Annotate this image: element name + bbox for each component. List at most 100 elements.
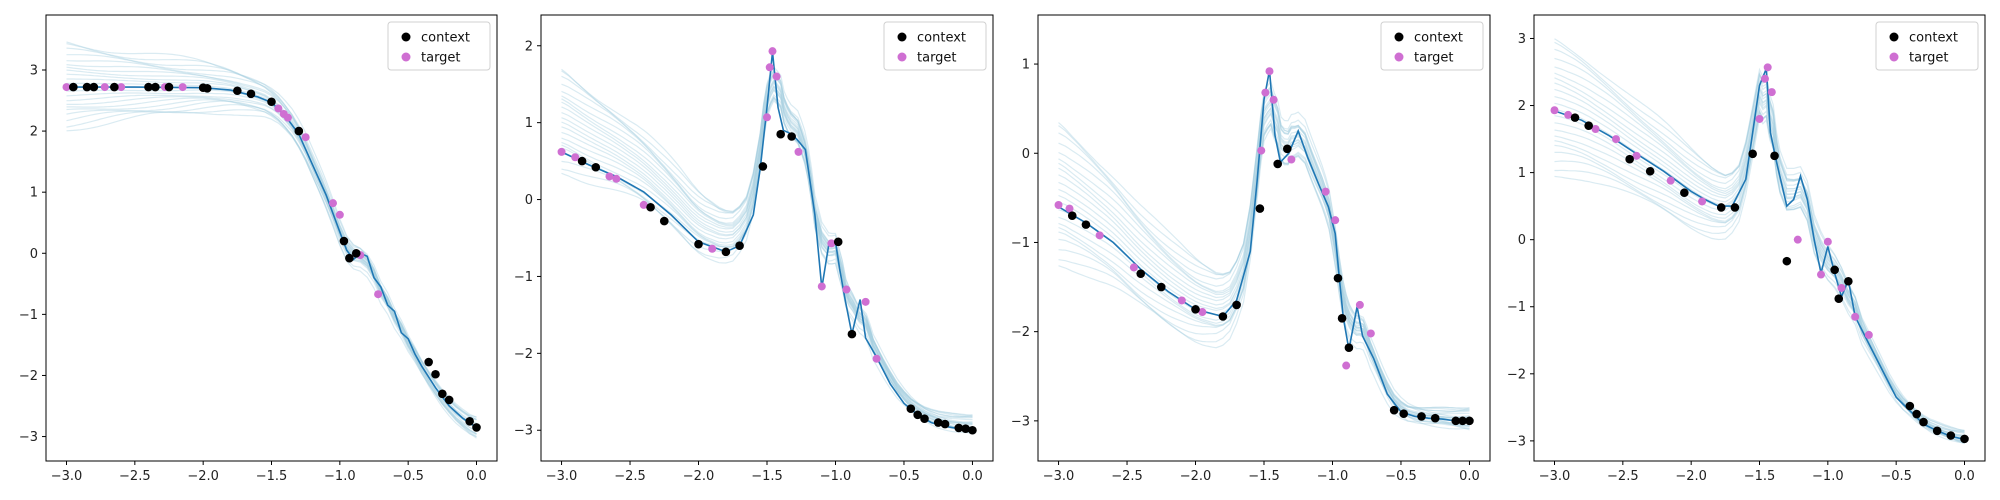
target-point	[1550, 106, 1559, 115]
sample-curve	[1058, 123, 1470, 425]
legend-context-marker	[1394, 32, 1404, 42]
mean-line	[561, 51, 973, 431]
legend-context-label: context	[1414, 31, 1463, 46]
context-point	[646, 202, 655, 212]
sample-curve	[561, 85, 973, 418]
target-point	[1177, 296, 1186, 305]
sample-curve	[561, 69, 973, 429]
target-point	[1837, 283, 1846, 292]
target-point	[557, 147, 566, 156]
x-tick-label: −0.5	[1385, 469, 1417, 484]
context-point	[89, 82, 99, 92]
context-point	[776, 129, 785, 139]
context-point	[1584, 121, 1593, 130]
context-point	[1282, 144, 1292, 154]
plot-area	[1550, 38, 1969, 445]
context-point	[82, 82, 92, 92]
x-tick-label: −0.5	[1880, 469, 1912, 484]
target-point	[1793, 235, 1802, 244]
context-point	[847, 329, 857, 339]
x-tick-label: −2.0	[187, 469, 219, 484]
context-point	[351, 248, 361, 258]
target-point	[842, 285, 851, 294]
target-point	[605, 172, 614, 181]
sample-curve	[1058, 112, 1470, 409]
target-point	[1257, 146, 1266, 155]
sample-curve	[1554, 66, 1965, 441]
target-point	[335, 210, 344, 219]
context-point	[1830, 265, 1839, 275]
y-tick-label: −2	[1507, 367, 1526, 382]
context-point	[444, 395, 454, 405]
context-point	[1680, 188, 1689, 198]
y-tick-label: 1	[30, 186, 38, 201]
context-point	[659, 216, 669, 226]
context-point	[913, 410, 922, 420]
axes-frame	[45, 14, 498, 462]
subplot-1: −3.0 −2.5 −2.0 −1.5 −1.0 −0.5 0.0 −3 −2 −1 0 1 2 3 con…	[19, 14, 498, 484]
legend-box	[1380, 21, 1484, 71]
y-tick-label: 0	[1022, 147, 1030, 162]
sample-curve	[66, 54, 477, 425]
sample-curve	[561, 66, 973, 417]
target-point	[1823, 237, 1832, 246]
target-point	[1366, 329, 1375, 338]
context-point	[431, 369, 440, 379]
sample-curve	[66, 64, 477, 438]
sample-curve	[561, 78, 973, 424]
sample-curve	[561, 93, 973, 421]
sample-curve	[66, 73, 477, 436]
context-point	[1770, 151, 1779, 161]
target-point	[1564, 110, 1573, 119]
x-tick-label: −2.0	[1675, 469, 1707, 484]
sample-curve	[1554, 96, 1965, 438]
sample-curve	[66, 96, 477, 418]
y-tick-label: 2	[30, 125, 38, 140]
target-point	[1355, 300, 1364, 309]
legend-target-label: target	[421, 51, 461, 66]
context-point	[69, 82, 78, 92]
sample-curve	[66, 69, 477, 428]
x-tick-label: −2.0	[683, 469, 715, 484]
sample-curve	[561, 73, 973, 434]
legend-target-label: target	[1909, 51, 1949, 66]
context-point	[1273, 159, 1282, 169]
sample-curve	[1058, 109, 1470, 420]
sample-curve	[1058, 122, 1470, 427]
legend-context-marker	[897, 32, 907, 42]
x-tick-label: −2.5	[119, 469, 151, 484]
sample-curve	[66, 47, 477, 438]
sample-curve	[1554, 77, 1965, 433]
target-point	[301, 133, 310, 142]
context-point	[1417, 412, 1426, 421]
context-point	[833, 237, 843, 247]
context-point	[694, 239, 703, 249]
context-point	[721, 247, 731, 257]
legend-target-label: target	[917, 51, 957, 66]
legend-box	[1875, 21, 1979, 71]
sample-curve	[561, 81, 973, 432]
x-tick-label: −1.0	[324, 469, 356, 484]
sample-curve	[561, 69, 973, 423]
context-point	[110, 82, 119, 92]
target-point	[708, 244, 717, 253]
y-tick-label: −1	[19, 308, 38, 323]
legend-context-label: context	[917, 31, 966, 46]
context-point	[735, 241, 744, 250]
target-point	[1331, 216, 1340, 225]
context-point	[151, 82, 160, 92]
y-tick-label: 2	[1518, 99, 1526, 114]
sample-curve	[1554, 89, 1965, 438]
legend-target-marker	[897, 52, 907, 62]
y-tick-label: 2	[525, 39, 533, 54]
target-point	[1760, 74, 1769, 83]
subplot-2: −3.0 −2.5 −2.0 −1.5 −1.0 −0.5 0.0 −3 −2 −1 0 1 2 cont…	[514, 14, 994, 484]
x-tick-label: −1.5	[1248, 469, 1280, 484]
sample-curve	[1554, 94, 1965, 433]
context-point	[1912, 409, 1921, 419]
context-point	[1136, 269, 1146, 278]
target-point	[1763, 63, 1772, 72]
context-point	[1081, 220, 1091, 229]
plot-area	[62, 41, 481, 439]
legend-target-marker	[1889, 52, 1899, 62]
